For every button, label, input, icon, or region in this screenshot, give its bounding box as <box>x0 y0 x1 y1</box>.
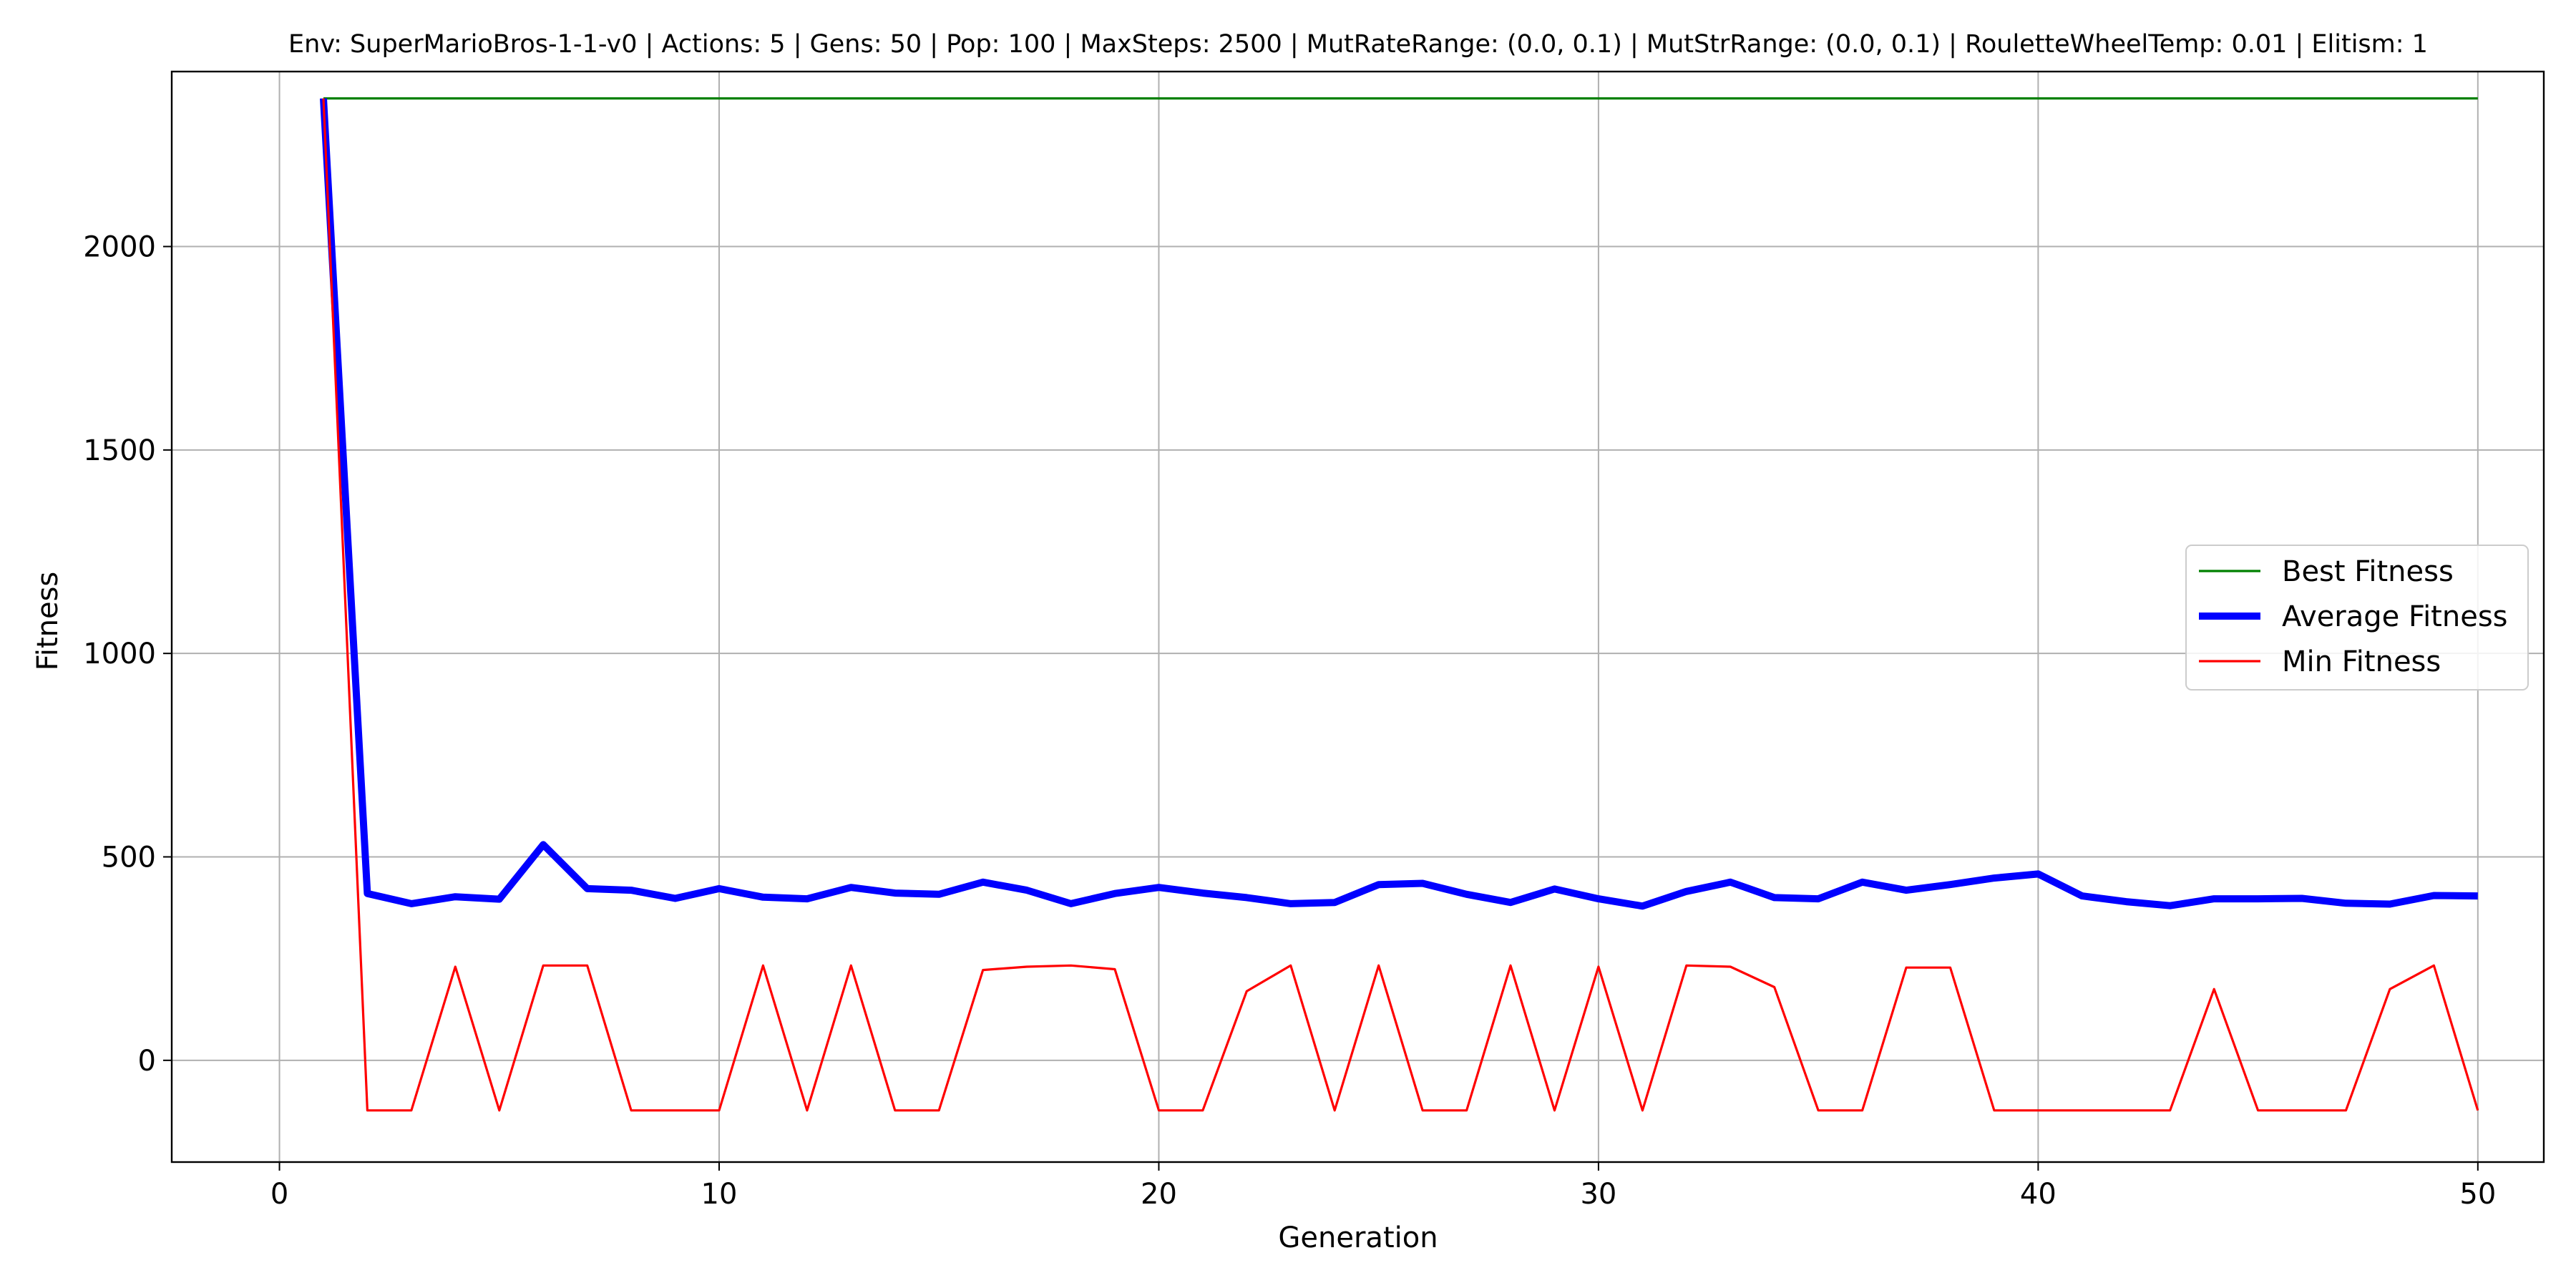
chart-title: Env: SuperMarioBros-1-1-v0 | Actions: 5 … <box>288 30 2428 59</box>
series-lines <box>320 97 2479 1112</box>
y-axis-title: Fitness <box>31 572 64 671</box>
legend-box <box>2185 545 2529 691</box>
x-tick-label: 40 <box>2020 1178 2057 1211</box>
legend-label-min-fitness: Min Fitness <box>2282 645 2441 678</box>
x-tick-label: 20 <box>1141 1178 1177 1211</box>
x-tick-label: 10 <box>701 1178 738 1211</box>
x-axis-title: Generation <box>1278 1221 1438 1254</box>
x-tick-label: 30 <box>1580 1178 1616 1211</box>
plot-frame <box>170 70 2545 1163</box>
average-fitness-line <box>320 98 2478 910</box>
y-tick-label: 1500 <box>83 434 156 467</box>
min-fitness-line <box>322 98 2479 1112</box>
y-tick-label: 2000 <box>83 231 156 264</box>
x-tick-label: 0 <box>270 1178 288 1211</box>
y-tick-label: 1000 <box>83 638 156 670</box>
legend-label-best-fitness: Best Fitness <box>2282 555 2454 588</box>
legend: Best Fitness Average Fitness Min Fitness <box>2185 545 2529 691</box>
y-tick-label: 0 <box>138 1045 156 1078</box>
y-tick-label: 500 <box>102 841 156 874</box>
legend-label-average-fitness: Average Fitness <box>2282 600 2508 633</box>
x-tick-label: 50 <box>2459 1178 2496 1211</box>
